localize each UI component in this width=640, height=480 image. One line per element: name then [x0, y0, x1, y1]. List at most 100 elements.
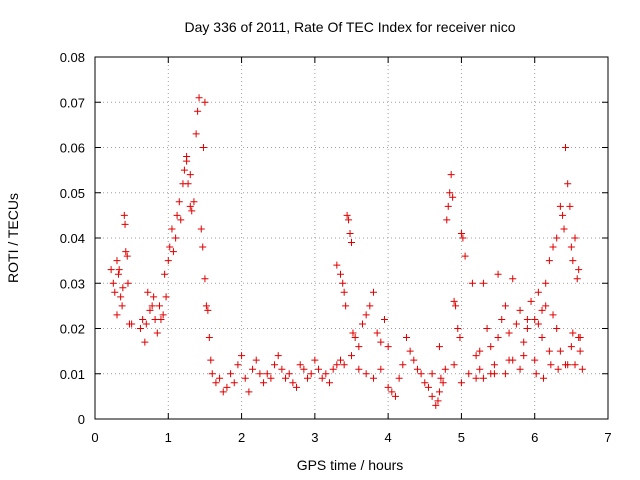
data-point [516, 365, 524, 373]
data-point [136, 325, 144, 332]
data-point [142, 320, 150, 328]
data-point [576, 334, 584, 342]
y-tick-label: 0.05 [60, 186, 85, 201]
data-point [560, 225, 568, 233]
axis-ticks [94, 56, 609, 420]
data-point [406, 347, 414, 355]
data-point [162, 293, 170, 301]
data-point [223, 383, 231, 391]
data-point [337, 356, 345, 364]
data-point [168, 225, 176, 233]
x-tick-label: 3 [311, 430, 318, 445]
data-point [194, 107, 202, 115]
data-point [337, 270, 345, 278]
data-point [146, 306, 154, 314]
data-point [121, 220, 129, 228]
data-point [479, 374, 487, 382]
x-tick-label: 1 [165, 430, 172, 445]
data-point [274, 352, 282, 360]
data-point [553, 234, 561, 242]
data-point [449, 193, 457, 201]
data-point [501, 370, 509, 378]
data-point [172, 234, 180, 242]
data-point [118, 302, 126, 310]
data-point [434, 397, 442, 405]
data-point [402, 334, 410, 342]
data-point [188, 207, 196, 215]
data-point [124, 279, 132, 287]
y-tick-label: 0.01 [60, 367, 85, 382]
data-point [545, 347, 553, 355]
data-point [114, 270, 122, 278]
data-point [230, 379, 238, 387]
data-point [490, 370, 498, 378]
data-point [202, 302, 210, 310]
data-point [542, 279, 550, 287]
data-point [113, 257, 121, 265]
data-point [567, 243, 575, 251]
data-point [457, 229, 465, 237]
data-point [150, 293, 158, 301]
data-point [169, 248, 177, 256]
data-point [559, 211, 567, 219]
data-point [564, 180, 572, 188]
data-point [293, 383, 301, 391]
data-point [542, 302, 550, 310]
data-point [384, 383, 392, 391]
data-point [494, 270, 502, 278]
data-point [186, 171, 194, 179]
data-point [417, 370, 425, 378]
data-point [554, 365, 562, 373]
data-point [107, 266, 115, 274]
data-point [278, 365, 286, 373]
x-tick-label: 5 [458, 430, 465, 445]
data-point [241, 374, 249, 382]
data-point [369, 288, 377, 296]
data-point [501, 302, 509, 310]
data-point [450, 361, 458, 369]
data-point [346, 229, 354, 237]
data-point [494, 334, 502, 342]
data-point [148, 302, 156, 310]
data-point [216, 374, 224, 382]
data-point [199, 243, 207, 251]
data-point [444, 202, 452, 210]
data-point [505, 329, 513, 337]
data-point [520, 352, 528, 360]
data-point [155, 302, 163, 310]
data-point [532, 370, 540, 378]
x-axis-label: GPS time / hours [297, 457, 404, 473]
data-point [487, 343, 495, 351]
data-point [461, 252, 469, 260]
data-point [573, 275, 581, 283]
data-point [377, 338, 385, 346]
data-point [260, 379, 268, 387]
data-point [144, 288, 152, 296]
data-point [128, 320, 136, 328]
data-point [472, 352, 480, 360]
data-point [576, 347, 584, 355]
data-point [450, 297, 458, 305]
data-point [549, 311, 557, 319]
data-point [349, 329, 357, 337]
data-point [362, 370, 370, 378]
data-point [271, 361, 279, 369]
data-point [531, 356, 539, 364]
data-point [153, 329, 161, 337]
data-point [348, 352, 355, 360]
data-point [578, 365, 586, 373]
chart-title: Day 336 of 2011, Rate Of TEC Index for r… [185, 19, 516, 35]
data-point [452, 302, 460, 310]
data-point [339, 279, 347, 287]
data-point [307, 370, 315, 378]
data-point [472, 374, 480, 382]
data-point [457, 379, 465, 387]
data-point [164, 257, 172, 265]
data-point [141, 338, 149, 346]
x-tick-label: 2 [238, 430, 245, 445]
data-point [410, 356, 418, 364]
data-point [212, 379, 220, 387]
data-point [177, 216, 185, 224]
data-point [523, 325, 531, 332]
y-tick-label: 0.04 [60, 231, 85, 246]
